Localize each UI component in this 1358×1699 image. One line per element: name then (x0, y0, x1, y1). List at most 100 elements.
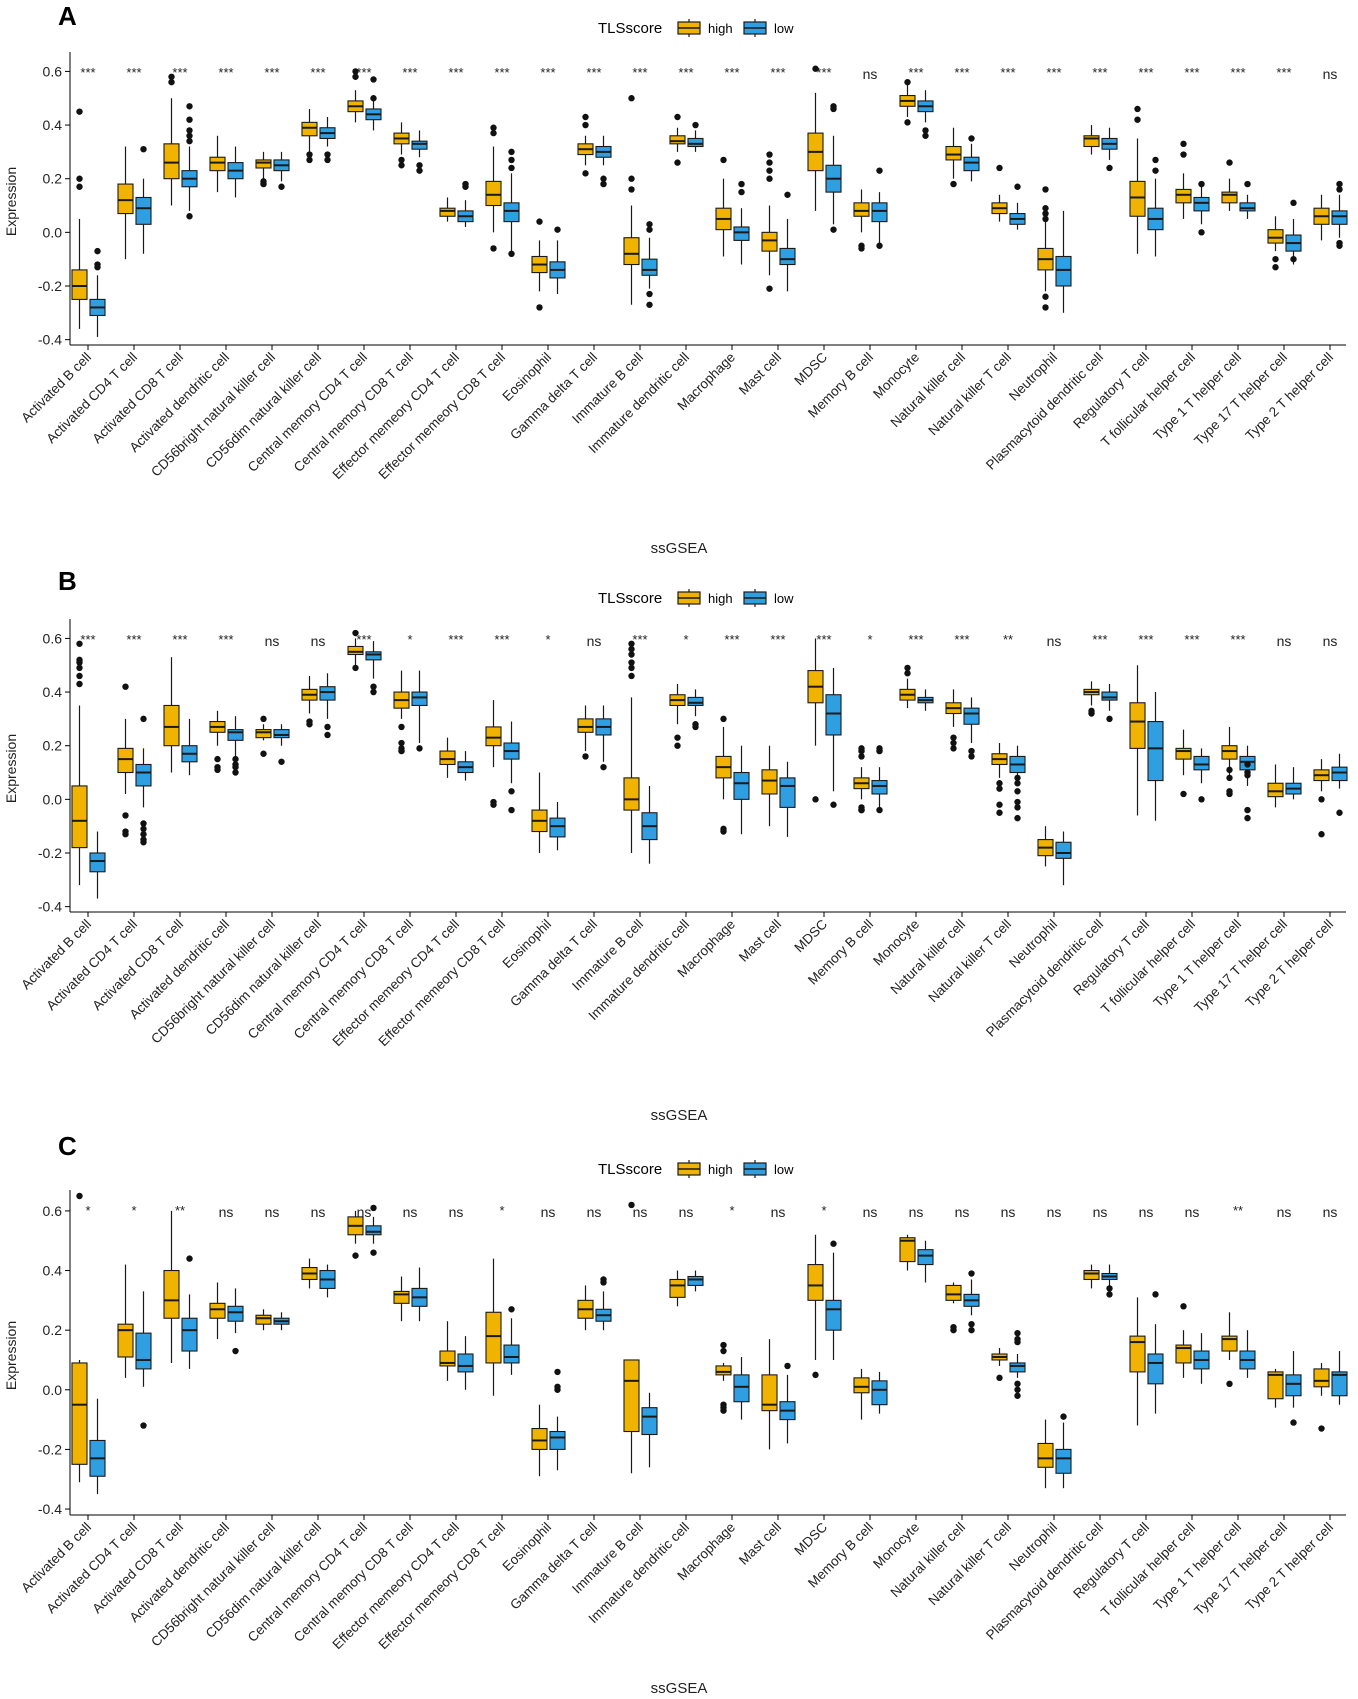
outlier-point (1106, 1285, 1113, 1292)
box-low (365, 1204, 382, 1256)
outlier-point (1180, 1303, 1187, 1310)
box-low (1055, 831, 1072, 886)
outlier-point (398, 156, 405, 164)
outlier-point (1014, 1386, 1021, 1393)
outlier-point (968, 747, 975, 755)
outlier-point (554, 1368, 561, 1376)
x-tick-label: Type 2 T helper cell (1243, 917, 1337, 1011)
box-body (871, 1380, 888, 1406)
outlier-point (490, 124, 497, 131)
outlier-point (462, 183, 469, 190)
x-tick-label: Type 2 T helper cell (1243, 1520, 1337, 1614)
significance-label: ** (1233, 1203, 1243, 1218)
outlier-point (738, 188, 745, 196)
box-low (963, 1270, 980, 1334)
outlier-point (554, 1383, 561, 1391)
box-body (117, 183, 134, 215)
outlier-point (646, 221, 653, 228)
outlier-point (140, 820, 147, 827)
box-body (135, 763, 152, 787)
outlier-point (508, 806, 515, 814)
significance-label: ns (403, 1204, 418, 1220)
outlier-point (1014, 1338, 1021, 1346)
box-body (347, 645, 364, 656)
box-body (779, 247, 796, 266)
box-body (319, 686, 336, 701)
box-high (209, 135, 226, 193)
category-mdsc: MDSC *** (791, 65, 842, 388)
outlier-point (76, 1192, 83, 1200)
outlier-point (996, 785, 1003, 792)
box-low (1193, 1333, 1210, 1384)
significance-label: *** (816, 632, 831, 647)
legend-label-low: low (774, 21, 794, 36)
outlier-point (324, 156, 331, 164)
x-tick-label: Mast cell (736, 917, 784, 965)
box-body (273, 729, 290, 739)
box-low (917, 689, 934, 711)
box-low (549, 226, 566, 295)
y-axis-title: Expression (3, 167, 19, 236)
outlier-point (766, 159, 773, 166)
outlier-point (628, 651, 635, 658)
box-low (641, 785, 658, 864)
box-body (963, 707, 980, 725)
outlier-point (324, 731, 331, 739)
outlier-point (1014, 814, 1021, 822)
y-tick-label: -0.4 (38, 332, 62, 348)
significance-label: *** (1000, 65, 1015, 80)
significance-label: *** (1138, 632, 1153, 647)
significance-label: *** (1230, 65, 1245, 80)
outlier-point (122, 831, 129, 838)
box-low (319, 1264, 336, 1298)
outlier-point (76, 672, 83, 680)
box-body (1083, 135, 1100, 148)
outlier-point (582, 170, 589, 177)
outlier-point (996, 1374, 1003, 1382)
outlier-point (784, 191, 791, 198)
box-high (1313, 759, 1330, 838)
significance-label: *** (954, 632, 969, 647)
significance-label: ns (1323, 66, 1338, 82)
box-high (945, 1282, 962, 1334)
box-low (1285, 1351, 1302, 1426)
legend-label-low: low (774, 1162, 794, 1177)
box-body (503, 1344, 520, 1364)
significance-label: *** (356, 65, 371, 80)
x-tick-label: MDSC (791, 1519, 830, 1558)
box-low (1239, 745, 1256, 822)
box-body (365, 1225, 382, 1236)
outlier-point (76, 680, 83, 688)
significance-label: *** (1184, 632, 1199, 647)
outlier-point (876, 806, 883, 814)
outlier-point (1198, 796, 1205, 803)
outlier-point (720, 156, 727, 164)
outlier-point (922, 127, 929, 134)
x-tick-label: Type 2 T helper cell (1243, 350, 1337, 444)
box-body (1083, 1269, 1100, 1281)
outlier-point (140, 825, 147, 833)
significance-label: *** (218, 65, 233, 80)
box-body (1175, 1344, 1192, 1364)
box-low (641, 221, 658, 308)
outlier-point (1152, 1291, 1159, 1298)
outlier-point (628, 640, 635, 647)
outlier-point (1152, 167, 1159, 174)
outlier-point (720, 1407, 727, 1414)
box-low (1055, 1413, 1072, 1489)
outlier-point (1244, 772, 1251, 779)
significance-label: ns (1323, 1204, 1338, 1220)
legend: TLSscore high low (598, 1160, 794, 1178)
outlier-point (94, 264, 101, 271)
box-body (687, 696, 704, 707)
box-body (641, 1407, 658, 1436)
box-high (1221, 1312, 1238, 1388)
outlier-point (416, 167, 423, 174)
box-high (1083, 681, 1100, 717)
outlier-point (1290, 199, 1297, 207)
box-low (227, 146, 244, 198)
significance-label: ns (771, 1204, 786, 1220)
outlier-point (628, 664, 635, 672)
outlier-point (1272, 264, 1279, 271)
y-tick-label: 0.0 (43, 791, 63, 807)
